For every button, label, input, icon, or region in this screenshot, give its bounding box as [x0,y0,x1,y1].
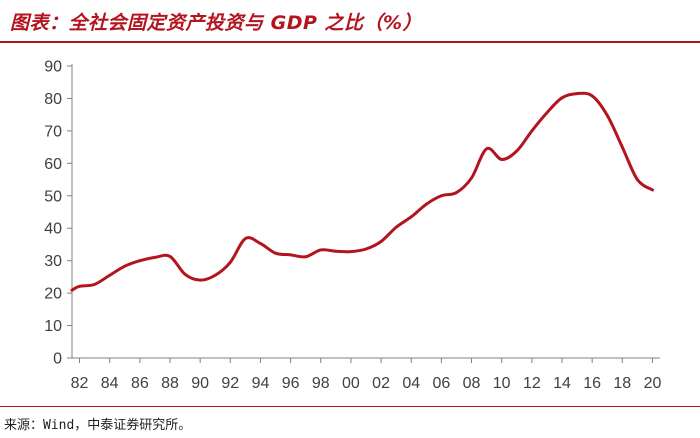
data-point [515,149,519,153]
y-tick-label: 40 [44,221,62,238]
data-point [485,147,489,151]
y-tick-label: 20 [44,286,62,303]
x-tick-label: 00 [342,375,360,392]
data-point [243,237,247,241]
series-line [70,91,654,292]
y-tick-label: 90 [44,59,62,76]
data-point [153,256,157,259]
data-point [198,278,202,282]
source-divider [0,406,700,407]
y-axis: 0 10 20 30 40 50 60 70 80 90 [44,59,73,368]
data-point [93,282,97,286]
data-point [424,202,428,206]
x-tick-label: 92 [221,375,239,392]
data-point [274,251,277,255]
y-tick-label: 0 [53,351,62,368]
data-point [304,255,308,259]
x-tick-label: 86 [131,375,149,392]
y-tick-label: 50 [44,188,62,205]
x-tick-label: 82 [71,375,89,392]
data-point [439,194,443,198]
y-tick-label: 30 [44,253,62,270]
x-tick-label: 94 [252,375,270,392]
data-point [394,225,398,229]
data-point [530,129,534,133]
title-divider [0,41,700,43]
data-point [334,249,338,253]
x-tick-label: 12 [523,375,541,392]
data-point [70,288,74,292]
series-group [70,91,654,292]
data-point [78,284,81,288]
y-tick-label: 70 [44,123,62,140]
y-tick-label: 80 [44,91,62,108]
y-tick-label: 10 [44,318,62,335]
data-point [620,145,624,149]
data-point [168,255,172,258]
x-tick-label: 88 [161,375,179,392]
data-point [183,272,187,276]
data-point [289,253,293,257]
y-tick-label: 60 [44,156,62,173]
x-axis: 82 84 86 88 90 92 94 96 98 00 02 04 06 08 10 12 14 16 18 20 [71,357,662,392]
data-point [635,178,639,181]
data-point [259,242,262,245]
data-point [213,273,217,277]
data-point [590,94,594,98]
data-point [545,111,549,115]
data-point [470,176,473,180]
x-tick-label: 16 [583,375,601,392]
page-title: 图表：全社会固定资产投资与 GDP 之比（%） [10,12,423,34]
title-bar: 图表：全社会固定资产投资与 GDP 之比（%） [0,0,700,44]
data-point [455,191,458,194]
x-tick-label: 06 [432,375,450,392]
data-point [605,113,609,117]
data-point [319,248,323,252]
data-point [651,188,654,192]
x-tick-label: 04 [402,375,420,392]
data-point [349,250,353,253]
data-point [560,96,564,100]
data-point [108,273,112,277]
x-tick-label: 98 [312,375,330,392]
x-tick-label: 96 [282,375,300,392]
data-point [575,92,579,95]
data-point [364,247,368,251]
data-point [409,215,413,219]
data-point [379,240,383,243]
x-tick-label: 84 [101,375,119,392]
x-tick-label: 08 [463,375,481,392]
source-note: 来源：Wind，中泰证券研究所。 [4,418,192,433]
line-chart: 0 10 20 30 40 50 60 70 80 90 82 84 86 88 90 92 94 96 98 00… [44,59,662,393]
x-tick-label: 14 [553,375,571,392]
x-tick-label: 02 [372,375,390,392]
x-tick-label: 90 [191,375,209,392]
x-tick-label: 20 [644,375,662,392]
data-point [500,158,504,161]
data-point [123,264,127,268]
data-point [228,260,232,264]
data-point [138,259,142,263]
x-tick-label: 18 [613,375,631,392]
x-tick-label: 10 [493,375,511,392]
